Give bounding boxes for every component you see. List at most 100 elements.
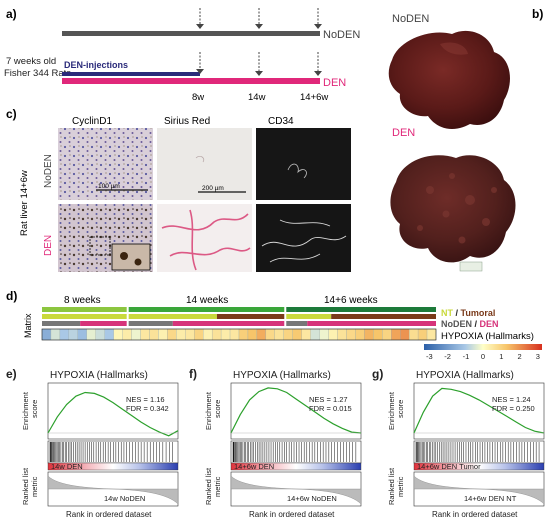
arrow-heads bbox=[196, 24, 322, 76]
heat-cell bbox=[408, 328, 419, 341]
heat-cell bbox=[417, 328, 428, 341]
legend-sep-1: / bbox=[453, 308, 461, 318]
heat-cell bbox=[373, 328, 383, 341]
heat-cell bbox=[310, 328, 320, 341]
sirius-den-fibrosis bbox=[161, 209, 251, 271]
scale-tick-label: -3 bbox=[426, 352, 433, 361]
sirius-den-image bbox=[157, 204, 252, 272]
liver-den-image bbox=[390, 155, 516, 263]
track-nt-14w bbox=[128, 314, 217, 319]
heat-cell bbox=[337, 328, 347, 341]
heat-cell bbox=[229, 328, 240, 341]
gsea-ylabel-top-1: Enrichment bbox=[387, 391, 396, 430]
track-14w bbox=[128, 307, 285, 312]
injection-label: DEN-injections bbox=[64, 60, 128, 70]
gsea-ylabel-top-1: Enrichment bbox=[204, 391, 213, 430]
panel-b-label: b) bbox=[532, 7, 543, 21]
heat-cell bbox=[131, 328, 141, 341]
heat-cell bbox=[426, 328, 437, 341]
panel-a-label: a) bbox=[6, 7, 17, 21]
col-cyclind1: CyclinD1 bbox=[72, 116, 112, 127]
heat-cell bbox=[167, 328, 177, 341]
heat-row-border bbox=[41, 328, 437, 341]
group-8w: 8 weeks bbox=[64, 295, 101, 306]
den-injection-bar bbox=[62, 72, 200, 76]
gsea-ylabel-top-2: score bbox=[30, 400, 39, 418]
enrichment-curve bbox=[413, 387, 545, 434]
row-noden: NoDEN bbox=[43, 154, 54, 188]
track-nt-14-6w bbox=[286, 314, 332, 319]
cd34-den-vessels bbox=[261, 219, 347, 263]
gsea-ylabel-bot-1: Ranked list bbox=[21, 467, 30, 505]
color-scale-ticks: -3 -2 -1 0 1 2 3 bbox=[426, 352, 540, 361]
heat-cell bbox=[68, 328, 78, 341]
negative-phenotype-label: 14+6w DEN NT bbox=[464, 494, 517, 503]
heat-cell bbox=[256, 328, 267, 341]
sirius-noden-image bbox=[157, 128, 252, 200]
track-tumoral-14-6w bbox=[331, 314, 436, 319]
track-noden-14w bbox=[128, 321, 173, 326]
track-8w bbox=[42, 307, 127, 312]
gsea-xlabel: Rank in ordered dataset bbox=[432, 510, 518, 519]
gsea-title: HYPOXIA (Hallmarks) bbox=[416, 370, 514, 381]
den-group-label: DEN bbox=[323, 77, 346, 89]
track-den-14w bbox=[172, 321, 285, 326]
time-14-6w: 14+6w bbox=[300, 92, 328, 103]
gsea-ylabel-bot-1: Ranked list bbox=[204, 467, 213, 505]
heat-cell bbox=[391, 328, 401, 341]
ruler bbox=[459, 261, 483, 272]
negative-phenotype-label: 14w NoDEN bbox=[104, 494, 145, 503]
scale-tick-label: -2 bbox=[444, 352, 451, 361]
subject-line-1: 7 weeks old bbox=[6, 56, 56, 67]
ranked-metric-area bbox=[47, 475, 179, 505]
fdr-value: FDR = 0.342 bbox=[126, 404, 169, 413]
heat-cell bbox=[346, 328, 356, 341]
ranked-metric-area bbox=[230, 475, 362, 505]
color-scale-bar bbox=[424, 344, 542, 350]
heat-cell bbox=[185, 328, 195, 341]
gsea-panel-1: e) HYPOXIA (Hallmarks) Enrichment score Rank… bbox=[6, 367, 179, 519]
enrichment-plot-frame bbox=[413, 382, 545, 440]
gsea-ylabel-bot-1: Ranked list bbox=[387, 467, 396, 505]
track-nt-8w bbox=[42, 314, 127, 319]
nes-value: NES = 1.27 bbox=[309, 395, 348, 404]
gsea-ylabel-top-2: score bbox=[213, 400, 222, 418]
ranked-metric-area bbox=[413, 475, 545, 505]
heat-cell bbox=[211, 328, 222, 341]
heat-cell bbox=[265, 328, 275, 341]
panel-c-ylabel: Rat liver 14+6w bbox=[19, 170, 30, 236]
heat-cell bbox=[203, 328, 213, 341]
heat-cell bbox=[274, 328, 284, 341]
liver-den-label: DEN bbox=[392, 127, 415, 139]
gsea-panel-label: f) bbox=[189, 367, 197, 381]
subject-line-2: Fisher 344 Rats bbox=[4, 68, 71, 79]
enrichment-curve bbox=[47, 391, 179, 437]
heat-cell bbox=[176, 328, 186, 341]
positive-phenotype-label: 14+6w DEN bbox=[234, 462, 274, 471]
hypoxia-heatmap-row bbox=[41, 328, 437, 341]
gsea-panels: e) HYPOXIA (Hallmarks)Enrichment scoreRank… bbox=[6, 367, 545, 519]
heat-cell bbox=[104, 328, 114, 341]
gsea-title: HYPOXIA (Hallmarks) bbox=[50, 370, 148, 381]
legend-tumoral: Tumoral bbox=[461, 308, 496, 318]
gsea-ylabel-top-1: Enrichment bbox=[21, 391, 30, 430]
liver-noden-image bbox=[388, 30, 510, 130]
scale-text-1: 100 µm bbox=[98, 183, 120, 190]
heat-cell bbox=[122, 328, 132, 341]
scale-tick-label: 0 bbox=[481, 352, 485, 361]
liver-noden-highlight bbox=[440, 42, 468, 55]
rank-color-bar bbox=[230, 462, 362, 471]
heat-cell bbox=[113, 328, 123, 341]
legend-nt-tumoral: NT / Tumoral bbox=[441, 308, 495, 318]
cyclind1-noden-image bbox=[58, 128, 153, 200]
gsea-panel-2: f) HYPOXIA (Hallmarks) Enrichment score Rank… bbox=[189, 367, 362, 519]
gsea-title: HYPOXIA (Hallmarks) bbox=[233, 370, 331, 381]
legend-hypoxia: HYPOXIA (Hallmarks) bbox=[441, 331, 534, 342]
inset-nucleus-1 bbox=[120, 252, 128, 260]
heat-cell bbox=[77, 328, 87, 341]
heat-cell bbox=[301, 328, 311, 341]
heat-cell bbox=[400, 328, 410, 341]
gsea-panel-3: g) HYPOXIA (Hallmarks) Enrichment score Rank… bbox=[372, 367, 545, 519]
heat-cell bbox=[86, 328, 96, 341]
legend-nt: NT bbox=[441, 308, 453, 318]
